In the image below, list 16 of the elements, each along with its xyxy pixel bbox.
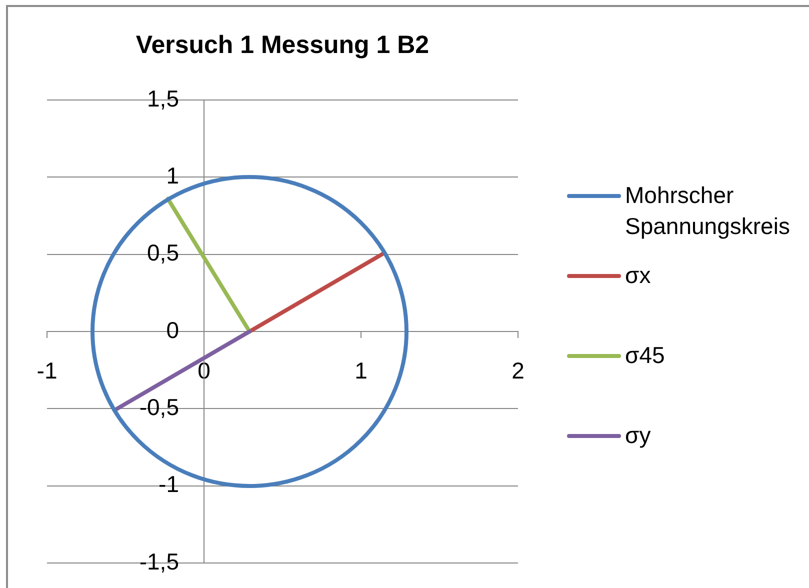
y-tick-label: 0 (166, 316, 179, 343)
y-tick-label: 1 (166, 162, 179, 189)
y-tick-label: 0,5 (147, 240, 179, 266)
x-tick-label: 0 (198, 358, 210, 384)
x-tick-label: 1 (354, 358, 368, 384)
x-tick-label: -1 (36, 358, 58, 384)
y-tick-label: -1 (158, 471, 179, 498)
legend-label: σy (625, 421, 651, 450)
legend-label: σ45 (625, 341, 665, 370)
text: Mohrscher Spannungskreis (625, 181, 791, 241)
legend-label: σx (625, 261, 651, 290)
y-tick-label: -1,5 (139, 548, 179, 574)
y-tick-label: 1,5 (147, 85, 179, 112)
chart-title: Versuch 1 Messung 1 B2 (136, 30, 430, 59)
x-tick-label: 2 (512, 358, 524, 384)
y-tick-label: -0,5 (139, 394, 179, 420)
